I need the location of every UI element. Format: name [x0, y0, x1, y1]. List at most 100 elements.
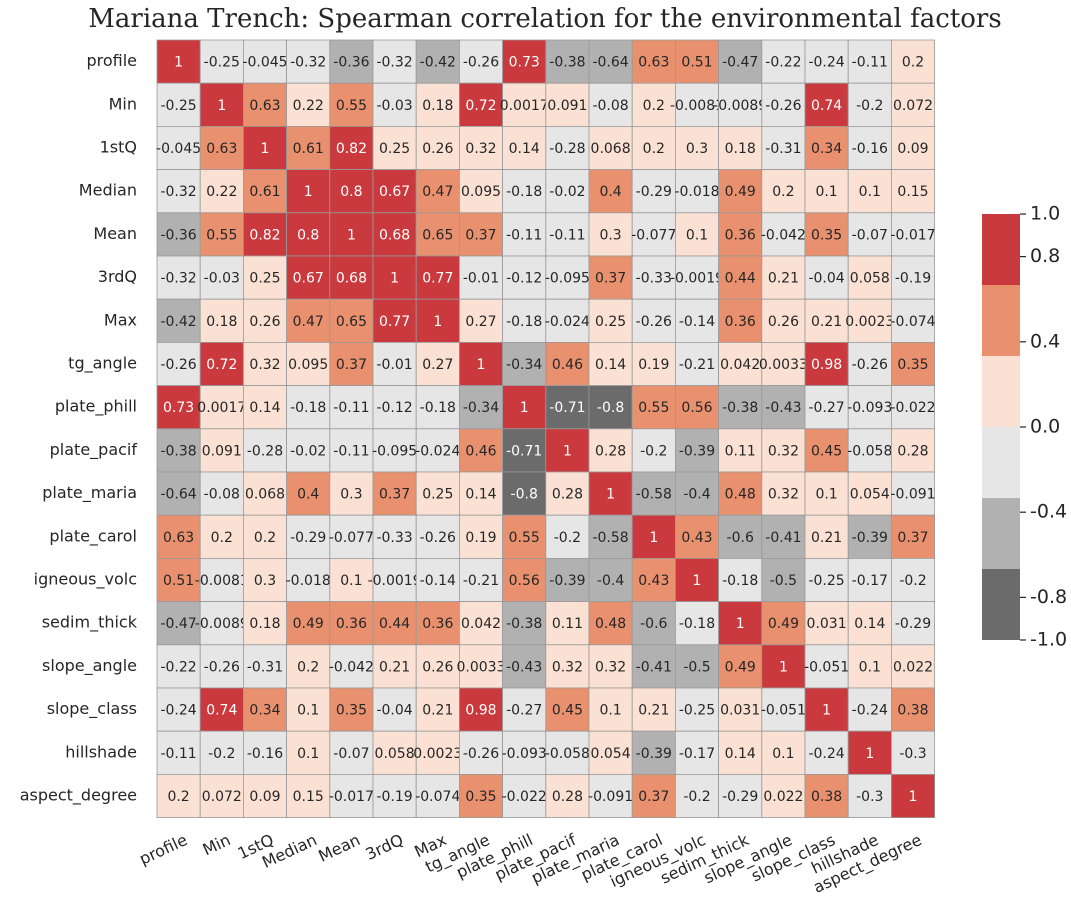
colorbar-tick-label: 1.0 — [1030, 203, 1060, 225]
cell-label: 0.1 — [772, 746, 794, 762]
colorbar-tick-label: -0.4 — [1030, 501, 1067, 523]
cell-label: -0.42 — [420, 55, 456, 71]
cell — [415, 514, 460, 559]
cell — [804, 687, 849, 732]
cell-label: 0.74 — [811, 98, 842, 114]
cell-label: 0.49 — [768, 616, 799, 632]
cell — [329, 126, 374, 171]
cell — [242, 82, 287, 127]
cell — [156, 39, 201, 84]
cell-label: 0.042 — [461, 616, 501, 632]
cell — [502, 514, 547, 559]
cell-label: 0.63 — [638, 55, 669, 71]
cell — [458, 126, 503, 171]
cell — [631, 644, 676, 689]
cell-label: -0.5 — [683, 659, 710, 675]
cell-label: 1 — [736, 616, 745, 632]
cell — [458, 169, 503, 214]
cell — [286, 169, 331, 214]
cell — [372, 39, 417, 84]
cell-label: 1 — [261, 141, 270, 157]
cell — [502, 601, 547, 646]
cell-label: 0.72 — [206, 357, 237, 373]
cell — [804, 428, 849, 473]
cell-label: -0.0019 — [368, 573, 422, 589]
cell-label: -0.03 — [376, 98, 412, 114]
cell-label: -0.22 — [765, 55, 801, 71]
cell — [242, 126, 287, 171]
cell-label: -0.02 — [549, 184, 585, 200]
cell-label: 0.11 — [725, 443, 756, 459]
cell-label: 0.091 — [547, 98, 587, 114]
cell-label: -0.095 — [372, 443, 417, 459]
cell-label: 0.0033 — [759, 357, 808, 373]
cell-label: -0.19 — [376, 789, 412, 805]
cell-label: 0.095 — [461, 184, 501, 200]
cell — [458, 601, 503, 646]
cell-label: 0.35 — [336, 703, 367, 719]
cell-label: 0.1 — [815, 487, 837, 503]
cell — [286, 82, 331, 127]
cell-label: 0.34 — [249, 703, 280, 719]
cell-label: -0.04 — [808, 271, 844, 287]
cell-label: 0.25 — [422, 487, 453, 503]
cell-label: 0.55 — [638, 400, 669, 416]
cell — [631, 385, 676, 430]
cell-label: 0.2 — [772, 184, 794, 200]
cell — [458, 298, 503, 343]
cell-label: 0.1 — [859, 184, 881, 200]
cell-label: 0.3 — [599, 227, 621, 243]
cell — [242, 298, 287, 343]
cell-label: 1 — [390, 271, 399, 287]
cell-label: 0.63 — [163, 530, 194, 546]
cell-label: -0.3 — [856, 789, 883, 805]
cell-label: -0.28 — [549, 141, 585, 157]
cell — [718, 341, 763, 386]
cell-label: 0.18 — [422, 98, 453, 114]
cell-label: -0.24 — [808, 746, 844, 762]
cell-label: 0.8 — [340, 184, 362, 200]
cell — [286, 730, 331, 775]
cell — [718, 601, 763, 646]
cell-label: 0.73 — [509, 55, 540, 71]
cell-label: 0.2 — [254, 530, 276, 546]
y-tick-label: hillshade — [65, 742, 137, 761]
cell-label: -0.0081 — [670, 98, 724, 114]
colorbar-tick-label: -0.8 — [1030, 586, 1067, 608]
cell-label: -0.051 — [804, 659, 849, 675]
cell — [199, 601, 244, 646]
cell-label: -0.0089 — [713, 98, 767, 114]
cell-label: -0.02 — [290, 443, 326, 459]
cell — [156, 471, 201, 516]
cell-label: -0.2 — [856, 98, 883, 114]
cell-label: -0.33 — [636, 271, 672, 287]
y-tick-label: plate_phill — [55, 397, 137, 417]
cell-label: -0.0081 — [195, 573, 249, 589]
cell-label: 0.55 — [509, 530, 540, 546]
cell-label: -0.017 — [890, 227, 935, 243]
cell-label: 0.15 — [897, 184, 928, 200]
chart-title: Mariana Trench: Spearman correlation for… — [88, 4, 1001, 34]
cell — [545, 687, 590, 732]
cell-label: -0.26 — [160, 357, 196, 373]
cell — [329, 82, 374, 127]
cell — [286, 212, 331, 257]
cell-label: 1 — [563, 443, 572, 459]
cell-label: 0.26 — [768, 314, 799, 330]
cell-label: 0.2 — [167, 789, 189, 805]
cell-label: -0.26 — [204, 659, 240, 675]
cell-label: -0.26 — [463, 55, 499, 71]
cell-label: 1 — [693, 573, 702, 589]
cell — [242, 212, 287, 257]
cell — [458, 341, 503, 386]
cell-label: -0.07 — [852, 227, 888, 243]
cell — [718, 514, 763, 559]
y-tick-label: igneous_volc — [34, 570, 137, 590]
cell-label: 0.25 — [595, 314, 626, 330]
cell-label: 0.45 — [811, 443, 842, 459]
cell-label: -0.25 — [679, 703, 715, 719]
cell — [804, 385, 849, 430]
cell-label: -0.11 — [506, 227, 542, 243]
cell-label: -0.018 — [286, 573, 331, 589]
cell-label: 0.14 — [854, 616, 885, 632]
